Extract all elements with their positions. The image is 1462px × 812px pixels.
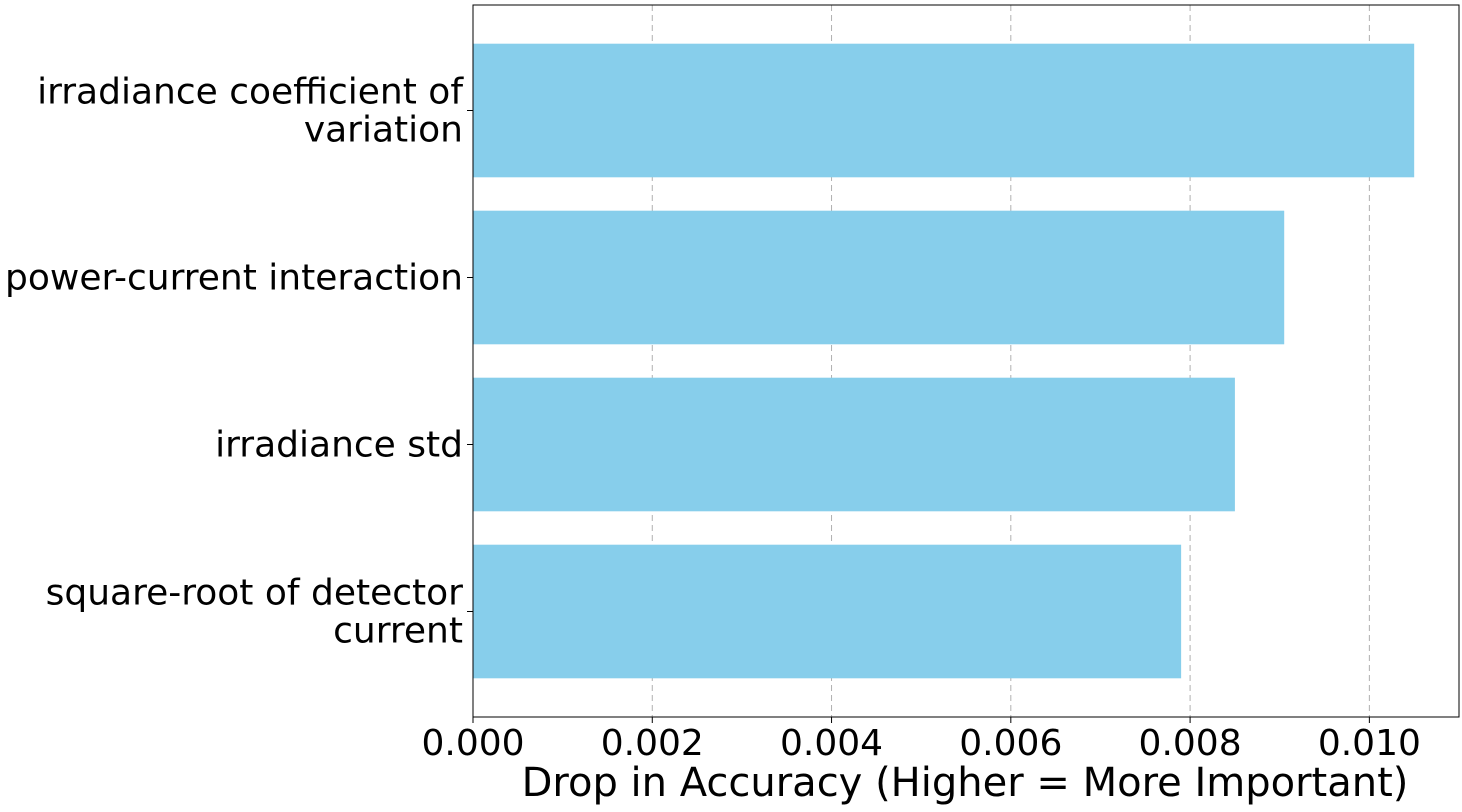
- x-tick-label: 0.004: [780, 723, 883, 764]
- x-tick-label: 0.000: [421, 723, 524, 764]
- axis-layer: [467, 4, 1460, 723]
- category-label-line: power-current interaction: [5, 258, 463, 299]
- category-label: irradiance coefficient of variation: [37, 72, 464, 151]
- plot-frame: [472, 4, 1460, 718]
- category-label: square-root of detector current: [46, 573, 464, 652]
- x-tick-label: 0.010: [1318, 723, 1421, 764]
- x-tick-label: 0.002: [601, 723, 704, 764]
- category-label-line: variation: [304, 110, 463, 151]
- x-tick-label: 0.006: [959, 723, 1062, 764]
- category-label-line: irradiance coefficient of: [37, 72, 464, 113]
- bar: [473, 43, 1415, 178]
- category-label-line: square-root of detector: [46, 573, 464, 614]
- label-layer: irradiance coefficient of variation power-…: [5, 72, 1421, 765]
- bar-layer: [473, 43, 1415, 679]
- x-axis-title: Drop in Accuracy (Higher = More Importan…: [522, 760, 1409, 806]
- category-label: power-current interaction: [5, 258, 463, 299]
- bar: [473, 544, 1182, 679]
- bar: [473, 377, 1235, 512]
- category-label: irradiance std: [215, 425, 463, 466]
- bar: [473, 210, 1285, 345]
- x-tick-label: 0.008: [1139, 723, 1242, 764]
- category-label-line: irradiance std: [215, 425, 463, 466]
- category-label-line: current: [333, 611, 463, 652]
